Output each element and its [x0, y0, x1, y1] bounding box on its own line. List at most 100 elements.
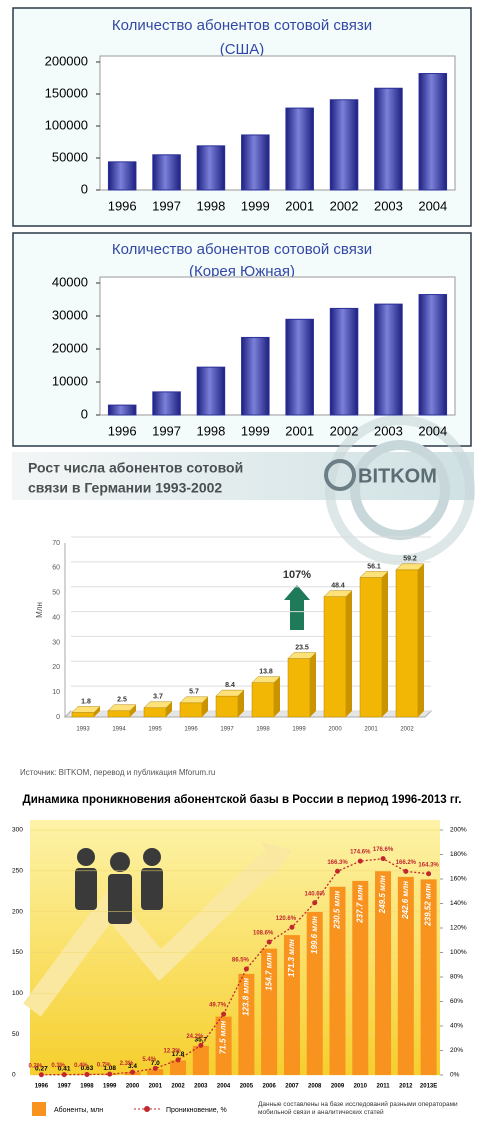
x-tick-label: 2003: [194, 1084, 208, 1090]
bar-side: [346, 590, 352, 717]
value-label: 2.5: [117, 697, 127, 704]
bar: [306, 911, 323, 1075]
y-tick-label: 0: [12, 1072, 16, 1079]
bar-side: [418, 563, 424, 717]
bar-side: [130, 704, 136, 717]
x-tick-label: 2004: [418, 423, 447, 438]
x-tick-label: 1998: [196, 198, 225, 213]
bar: [374, 87, 403, 191]
point: [84, 1072, 90, 1078]
point-label: 12.3%: [164, 1049, 182, 1055]
point: [289, 924, 295, 930]
y-tick-label: 0: [56, 714, 60, 721]
point-label: 174.6%: [350, 850, 371, 856]
value-label: 0.63: [81, 1065, 94, 1072]
y-tick-label: 100: [12, 990, 23, 997]
x-tick-label: 1999: [103, 1084, 117, 1090]
point: [403, 868, 409, 874]
y-tick-label: 20000: [52, 340, 88, 355]
bar: [215, 695, 239, 718]
bar-side: [94, 706, 100, 717]
x-tick-label: 1999: [241, 423, 270, 438]
bar-side: [382, 571, 388, 717]
value-label: 0.27: [35, 1065, 48, 1072]
chart-subtitle: связи в Германии 1993-2002: [28, 480, 222, 496]
y2-tick-label: 200%: [450, 827, 467, 834]
bar: [329, 307, 359, 416]
x-tick-label: 2010: [354, 1084, 368, 1090]
bar: [375, 871, 392, 1075]
value-label: 249.5 млн: [378, 875, 387, 914]
point: [175, 1057, 181, 1063]
value-label: 8.4: [225, 682, 235, 689]
value-label: 171.3 млн: [287, 939, 296, 977]
y-tick-label: 30000: [52, 307, 88, 322]
y-tick-label: 60: [52, 565, 60, 572]
bar: [420, 879, 437, 1075]
bar: [283, 935, 300, 1075]
point: [221, 1011, 227, 1017]
point: [335, 868, 340, 874]
point: [107, 1071, 113, 1077]
y-tick-label: 10: [52, 689, 60, 696]
x-tick-label: 2013E: [420, 1084, 437, 1090]
y2-tick-label: 40%: [450, 1023, 463, 1030]
x-tick-label: 2002: [400, 727, 414, 733]
bar: [179, 702, 203, 718]
y2-tick-label: 120%: [450, 925, 467, 932]
bar: [147, 1069, 164, 1075]
bar: [152, 154, 181, 191]
y-tick-label: 300: [12, 827, 23, 834]
bar: [143, 707, 167, 718]
value-label: 13.8: [259, 669, 273, 676]
value-label: 230.5 млн: [333, 891, 342, 930]
chart-title: Рост числа абонентов сотовой: [28, 460, 243, 476]
x-tick-label: 2001: [149, 1084, 163, 1090]
y2-tick-label: 180%: [450, 851, 467, 858]
point-label: 176.6%: [373, 847, 394, 853]
bar: [397, 876, 414, 1075]
y-tick-label: 0: [81, 406, 88, 421]
value-label: 71.5 млн: [219, 1020, 228, 1054]
x-tick-label: 2002: [171, 1084, 185, 1090]
growth-arrow: [284, 585, 310, 630]
chart-title: Количество абонентов сотовой связи: [112, 241, 372, 258]
header-band: [12, 452, 474, 500]
point-label: 164.3%: [418, 862, 439, 868]
value-label: 17.8: [172, 1051, 185, 1058]
point-label: 2.3%: [120, 1061, 134, 1067]
logo: BITKOM: [358, 465, 437, 487]
y2-tick-label: 160%: [450, 876, 467, 883]
bar: [395, 569, 419, 718]
y2-tick-label: 20%: [450, 1047, 463, 1054]
bar-side: [238, 690, 244, 717]
point: [198, 1042, 204, 1048]
y-axis-label: Млн: [35, 602, 44, 618]
x-tick-label: 2012: [399, 1084, 413, 1090]
value-label: 35.7: [195, 1037, 208, 1044]
point-label: 140.6%: [305, 891, 326, 897]
point-label: 86.5%: [232, 958, 250, 964]
x-tick-label: 2011: [377, 1084, 391, 1090]
y-tick-label: 250: [12, 868, 23, 875]
bar: [285, 107, 314, 191]
logo-decor: [325, 415, 475, 565]
x-tick-label: 2003: [374, 198, 403, 213]
y-tick-label: 70: [52, 540, 60, 547]
y-tick-label: 30: [52, 639, 60, 646]
value-label: 237.7 млн: [355, 885, 364, 924]
value-label: 1.8: [81, 698, 91, 705]
x-tick-label: 1999: [241, 198, 270, 213]
value-label: 242.6 млн: [401, 881, 410, 920]
point-label: 0.2%: [29, 1063, 43, 1069]
point: [243, 966, 249, 972]
x-tick-label: 2004: [418, 198, 447, 213]
x-tick-label: 2000: [126, 1084, 140, 1090]
bar: [241, 336, 270, 416]
value-label: 56.1: [367, 563, 381, 570]
x-tick-label: 1996: [108, 198, 137, 213]
x-tick-label: 2002: [330, 423, 359, 438]
value-label: 23.5: [295, 644, 309, 651]
